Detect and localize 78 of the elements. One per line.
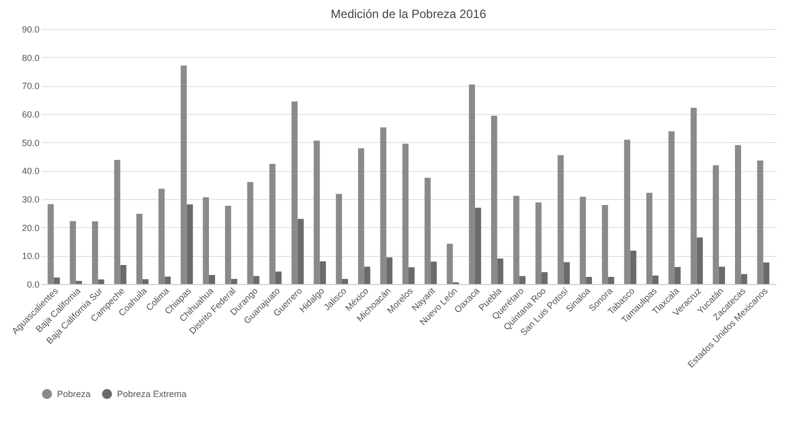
bar bbox=[519, 276, 526, 284]
bar bbox=[468, 84, 476, 284]
bar bbox=[674, 267, 681, 284]
y-tick-label: 50.0 bbox=[22, 138, 40, 148]
bar bbox=[757, 160, 764, 284]
bar bbox=[253, 276, 260, 284]
bar bbox=[314, 140, 320, 284]
bar bbox=[142, 279, 149, 284]
bar bbox=[76, 280, 82, 284]
bar bbox=[358, 148, 364, 284]
bar bbox=[364, 266, 370, 284]
bar bbox=[652, 276, 658, 284]
bar bbox=[380, 127, 386, 284]
bar bbox=[320, 261, 326, 284]
bar bbox=[535, 202, 542, 284]
bar bbox=[247, 182, 254, 284]
bar bbox=[734, 145, 742, 284]
y-tick-label: 60.0 bbox=[22, 110, 40, 120]
bar bbox=[542, 272, 548, 284]
y-tick-label: 0.0 bbox=[26, 280, 40, 290]
bar bbox=[696, 238, 703, 284]
bar bbox=[602, 204, 608, 284]
bar bbox=[114, 160, 120, 284]
bar bbox=[202, 197, 209, 284]
legend-label: Pobreza Extrema bbox=[117, 389, 187, 399]
bar bbox=[580, 196, 586, 284]
bar bbox=[92, 221, 98, 284]
bar bbox=[718, 266, 726, 284]
bar bbox=[491, 116, 498, 284]
bar bbox=[690, 108, 697, 284]
bar bbox=[558, 155, 564, 284]
bar bbox=[275, 272, 282, 284]
bar bbox=[208, 274, 216, 284]
bar bbox=[763, 262, 770, 284]
bar bbox=[513, 196, 520, 284]
bar bbox=[564, 262, 570, 284]
bar bbox=[424, 178, 431, 284]
bar bbox=[48, 204, 54, 284]
bar bbox=[336, 194, 342, 284]
bar bbox=[54, 277, 60, 284]
bar bbox=[342, 278, 348, 284]
y-tick-label: 30.0 bbox=[22, 194, 40, 204]
bar bbox=[180, 66, 187, 284]
bar bbox=[497, 258, 504, 284]
bar bbox=[70, 221, 76, 284]
bar bbox=[164, 276, 171, 284]
bar bbox=[712, 165, 719, 284]
bar bbox=[408, 267, 415, 284]
bar bbox=[98, 279, 104, 284]
legend-label: Pobreza bbox=[57, 389, 91, 399]
bar bbox=[298, 218, 304, 284]
bar bbox=[120, 265, 126, 284]
bar bbox=[158, 188, 165, 284]
bar bbox=[668, 131, 675, 284]
bar bbox=[269, 164, 276, 284]
y-tick-label: 40.0 bbox=[22, 166, 40, 176]
bar bbox=[225, 206, 232, 284]
bar bbox=[741, 274, 748, 284]
bar bbox=[231, 278, 238, 284]
bar bbox=[186, 204, 193, 284]
bar bbox=[402, 144, 408, 284]
bar bbox=[386, 257, 392, 284]
bar bbox=[446, 244, 453, 284]
bar bbox=[136, 214, 142, 284]
y-tick-label: 70.0 bbox=[22, 81, 40, 92]
bar bbox=[475, 208, 482, 284]
bar bbox=[646, 192, 652, 284]
bar bbox=[292, 102, 298, 284]
bar bbox=[430, 262, 437, 284]
chart-title: Medición de la Pobreza 2016 bbox=[330, 7, 487, 21]
bar bbox=[608, 276, 614, 284]
y-tick-label: 10.0 bbox=[22, 251, 40, 262]
y-tick-label: 90.0 bbox=[22, 24, 40, 34]
y-tick-label: 80.0 bbox=[22, 52, 40, 63]
bar bbox=[630, 250, 636, 284]
bar bbox=[624, 140, 630, 284]
y-tick-label: 20.0 bbox=[22, 222, 40, 233]
bar bbox=[586, 276, 592, 284]
